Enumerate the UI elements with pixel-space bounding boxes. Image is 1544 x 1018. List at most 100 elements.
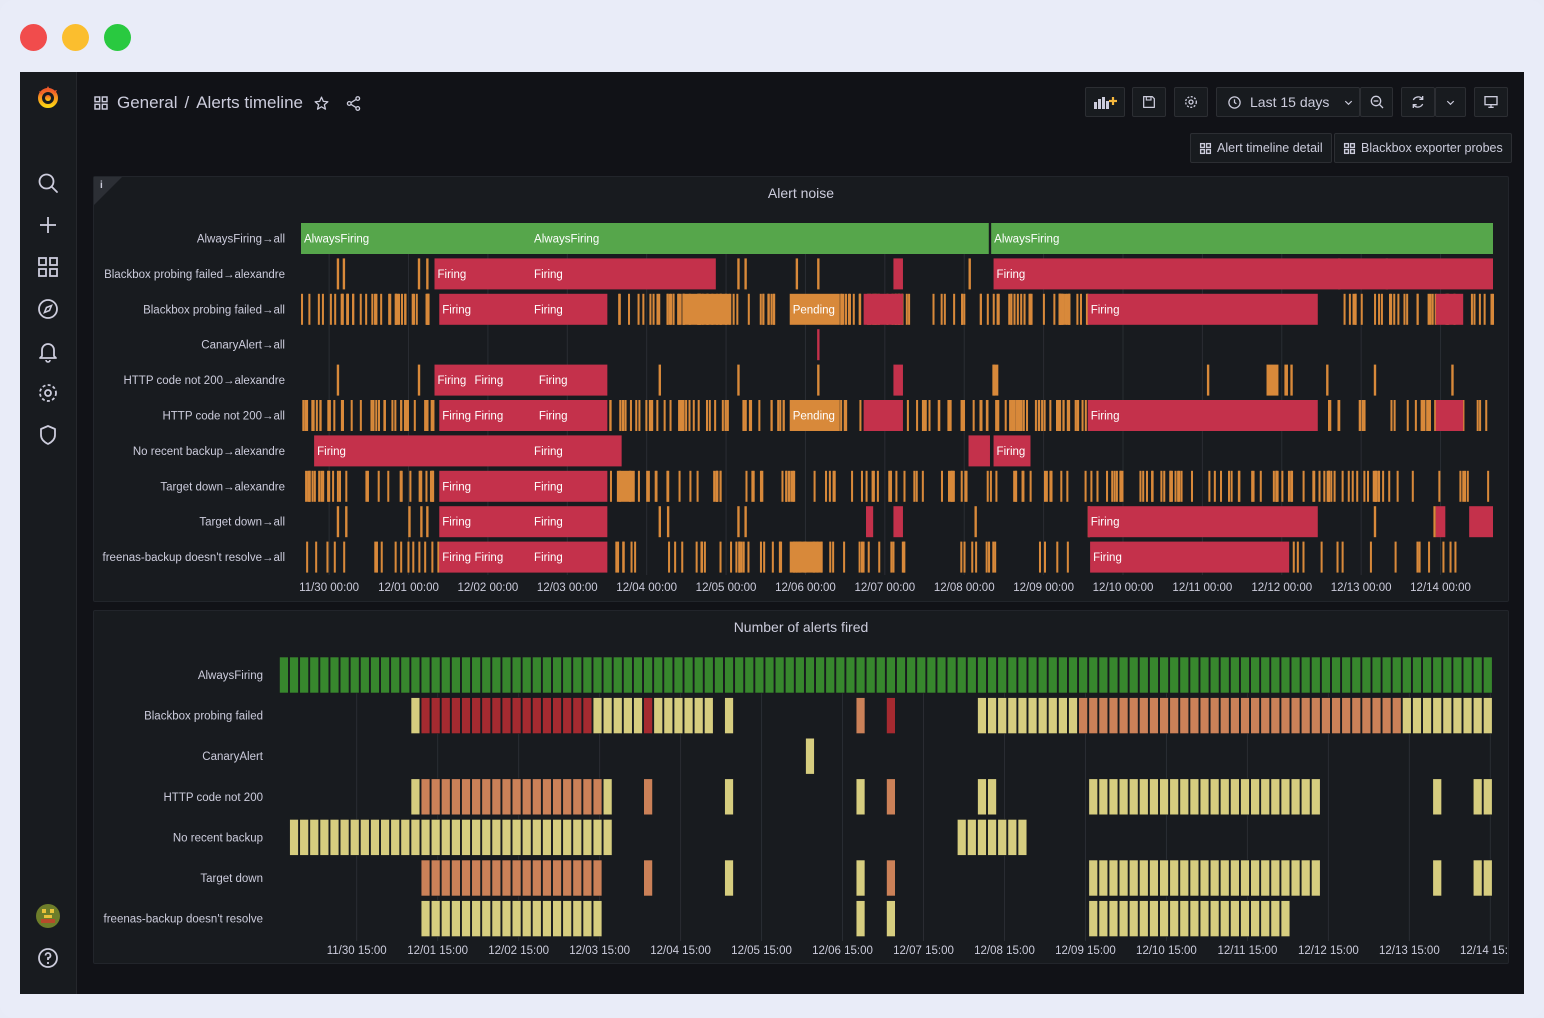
zoom-out-button[interactable] bbox=[1360, 87, 1393, 117]
state-segment bbox=[1160, 470, 1163, 502]
state-segment bbox=[1004, 400, 1007, 431]
state-segment bbox=[963, 293, 966, 325]
state-segment bbox=[326, 541, 329, 573]
close-window-dot[interactable] bbox=[20, 24, 47, 51]
minimize-window-dot[interactable] bbox=[62, 24, 89, 51]
status-cell bbox=[521, 656, 532, 694]
grafana-logo-icon[interactable] bbox=[35, 84, 61, 110]
state-segment bbox=[1190, 470, 1194, 502]
state-segment bbox=[703, 541, 706, 573]
status-cell bbox=[1250, 697, 1260, 734]
state-segment bbox=[903, 541, 906, 573]
status-cell bbox=[1432, 859, 1442, 897]
status-cell bbox=[511, 859, 522, 897]
share-icon[interactable] bbox=[345, 95, 362, 112]
state-segment bbox=[336, 258, 340, 290]
breadcrumb-folder[interactable]: General bbox=[117, 93, 178, 112]
state-segment bbox=[747, 541, 750, 573]
state-segment bbox=[1020, 400, 1023, 431]
dashboard-settings-button[interactable] bbox=[1174, 87, 1208, 117]
state-segment bbox=[1085, 293, 1088, 325]
status-cell bbox=[420, 656, 431, 694]
refresh-interval-dropdown[interactable] bbox=[1435, 87, 1466, 117]
state-segment bbox=[921, 470, 924, 502]
tv-mode-button[interactable] bbox=[1474, 87, 1508, 117]
state-segment bbox=[308, 293, 311, 325]
user-avatar[interactable] bbox=[36, 904, 60, 928]
state-segment bbox=[1397, 293, 1400, 325]
configuration-gear-icon[interactable] bbox=[36, 381, 60, 405]
alerting-bell-icon[interactable] bbox=[36, 339, 60, 363]
status-cell bbox=[390, 656, 400, 694]
status-cell bbox=[1300, 697, 1311, 734]
dashboards-icon[interactable] bbox=[36, 255, 60, 279]
panel-title[interactable]: Number of alerts fired bbox=[733, 619, 869, 635]
state-segment bbox=[1115, 470, 1118, 502]
state-segment bbox=[1382, 470, 1385, 502]
state-segment bbox=[892, 541, 895, 573]
maximize-window-dot[interactable] bbox=[104, 24, 131, 51]
status-cell bbox=[309, 819, 319, 856]
status-history-chart[interactable]: 11/30 15:00 12/01 15:00 12/02 15:00 12/03 1… bbox=[94, 611, 1508, 963]
state-segment bbox=[1374, 293, 1377, 325]
state-segment bbox=[338, 470, 342, 502]
state-segment bbox=[1284, 364, 1288, 396]
state-segment bbox=[1056, 541, 1059, 573]
status-cell bbox=[1483, 697, 1493, 734]
state-segment bbox=[848, 293, 851, 325]
status-cell bbox=[643, 859, 653, 897]
state-segment bbox=[1367, 470, 1370, 502]
state-segment bbox=[624, 400, 627, 431]
x-tick-label: 12/04 00:00 bbox=[616, 582, 677, 594]
refresh-button[interactable] bbox=[1401, 87, 1435, 117]
state-segment bbox=[965, 470, 968, 502]
server-admin-shield-icon[interactable] bbox=[36, 423, 60, 447]
time-range-picker[interactable]: Last 15 days bbox=[1216, 87, 1360, 117]
state-segment bbox=[905, 293, 908, 325]
state-segment bbox=[997, 400, 1000, 431]
state-segment bbox=[1369, 541, 1372, 573]
panel-title[interactable]: Alert noise bbox=[767, 185, 835, 201]
status-cell bbox=[623, 656, 633, 694]
help-icon[interactable] bbox=[36, 946, 60, 970]
link-blackbox-exporter-probes[interactable]: Blackbox exporter probes bbox=[1334, 133, 1512, 163]
state-timeline-chart[interactable]: 11/30 00:00 12/01 00:00 12/02 00:00 12/03 0… bbox=[94, 177, 1508, 601]
state-segment bbox=[736, 293, 739, 325]
status-cell bbox=[299, 819, 309, 856]
state-segment bbox=[437, 541, 440, 573]
state-segment bbox=[1010, 293, 1013, 325]
state-segment bbox=[439, 470, 608, 502]
explore-compass-icon[interactable] bbox=[36, 297, 60, 321]
status-cell bbox=[562, 656, 572, 694]
x-tick-label: 11/30 00:00 bbox=[299, 582, 359, 594]
status-cell bbox=[704, 697, 714, 734]
row-label: No recent backup bbox=[173, 832, 263, 844]
status-cell bbox=[420, 859, 431, 897]
x-tick-label: 12/08 15:00 bbox=[974, 945, 1035, 957]
state-segment bbox=[843, 400, 846, 431]
state-segment bbox=[840, 400, 843, 431]
state-segment bbox=[426, 506, 429, 538]
status-cell bbox=[552, 900, 562, 937]
save-dashboard-button[interactable] bbox=[1132, 87, 1166, 117]
link-alert-timeline-detail[interactable]: Alert timeline detail bbox=[1190, 133, 1332, 163]
state-segment bbox=[770, 400, 773, 431]
status-cell bbox=[1483, 656, 1493, 694]
star-icon[interactable] bbox=[313, 95, 330, 112]
panel-info-corner[interactable]: i bbox=[94, 177, 124, 207]
state-segment bbox=[439, 293, 608, 325]
status-cell bbox=[481, 778, 491, 816]
status-cell bbox=[532, 697, 542, 734]
state-segment-label: Firing bbox=[997, 269, 1026, 281]
plus-icon[interactable] bbox=[36, 213, 60, 237]
state-segment bbox=[1029, 293, 1032, 325]
state-segment bbox=[833, 470, 836, 502]
search-icon[interactable] bbox=[36, 171, 60, 195]
state-segment bbox=[615, 541, 618, 573]
status-cell bbox=[1371, 697, 1382, 734]
state-segment bbox=[345, 506, 348, 538]
status-cell bbox=[1139, 697, 1149, 734]
add-panel-button[interactable] bbox=[1085, 87, 1125, 117]
state-segment bbox=[1087, 506, 1318, 538]
page-title[interactable]: Alerts timeline bbox=[196, 93, 303, 112]
